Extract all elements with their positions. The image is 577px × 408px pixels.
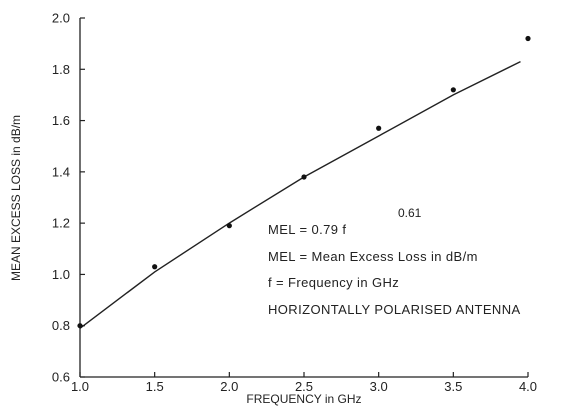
x-tick-label: 3.5 <box>444 379 462 394</box>
annotation-block: MEL = 0.79 f 0.61 MEL = Mean Excess Loss… <box>268 206 521 317</box>
data-point <box>77 323 83 329</box>
data-point <box>450 87 456 93</box>
y-tick-label: 1.2 <box>52 216 70 231</box>
x-axis-title: FREQUENCY in GHz <box>246 392 361 406</box>
antenna-note: HORIZONTALLY POLARISED ANTENNA <box>268 302 521 317</box>
x-tick-label: 2.0 <box>220 379 238 394</box>
data-point <box>226 223 232 229</box>
y-tick-label: 0.6 <box>52 370 70 385</box>
data-point <box>152 264 158 270</box>
x-tick-label: 1.0 <box>71 379 89 394</box>
data-point <box>525 35 531 42</box>
data-points <box>77 35 531 329</box>
y-ticks: 0.6 0.8 1.0 1.2 1.4 1.6 1.8 2.0 <box>52 11 85 385</box>
equation-exponent: 0.61 <box>398 206 422 220</box>
x-tick-label: 1.5 <box>146 379 164 394</box>
axes <box>79 18 528 378</box>
y-tick-label: 2.0 <box>52 11 70 26</box>
x-tick-label: 2.5 <box>295 379 313 394</box>
y-tick-label: 1.8 <box>52 62 70 77</box>
y-tick-label: 0.8 <box>52 318 70 333</box>
y-tick-label: 1.0 <box>52 267 70 282</box>
data-point <box>376 125 382 131</box>
y-tick-label: 1.4 <box>52 164 70 179</box>
y-tick-label: 1.6 <box>52 113 70 128</box>
x-tick-label: 3.0 <box>370 379 388 394</box>
definition-mel: MEL = Mean Excess Loss in dB/m <box>268 249 478 264</box>
equation-main: MEL = 0.79 f <box>268 222 346 237</box>
x-ticks: 1.0 1.5 2.0 2.5 3.0 3.5 4.0 <box>71 372 537 394</box>
x-tick-label: 4.0 <box>519 379 537 394</box>
y-axis-title: MEAN EXCESS LOSS in dB/m <box>9 115 23 281</box>
data-point <box>301 174 307 180</box>
definition-frequency: f = Frequency in GHz <box>268 275 399 290</box>
